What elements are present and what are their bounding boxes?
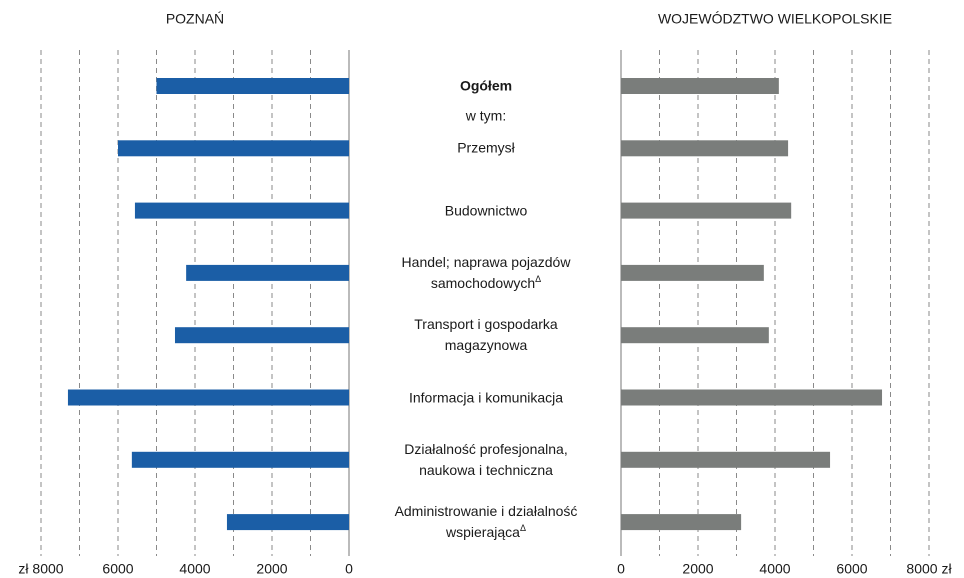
category-label: Działalność profesjonalna, naukowa i tec… [404, 440, 568, 478]
category-mark: Δ [519, 523, 526, 534]
bar [621, 451, 831, 468]
panel-title: POZNAŃ [166, 11, 224, 27]
category-label: Administrowanie i działalność wspierając… [394, 503, 578, 541]
bar [156, 78, 349, 94]
x-tick-label: 0 [617, 561, 625, 577]
x-tick-label: 0 [345, 561, 353, 577]
x-tick-label: 2000 [682, 561, 713, 577]
bar [131, 451, 349, 468]
bar [118, 140, 349, 157]
x-tick-label: 8000 zł [906, 561, 952, 577]
bar [621, 140, 789, 157]
category-label: Transport i gospodarka magazynowa [414, 316, 558, 354]
bar [621, 264, 764, 281]
bar [621, 389, 883, 406]
category-label: Przemysł [457, 139, 515, 156]
category-mark: Δ [535, 273, 542, 284]
category-note: w tym: [465, 107, 507, 124]
bar [226, 514, 349, 531]
x-tick-label: 4000 [179, 561, 210, 577]
bar [67, 389, 349, 406]
category-label: Informacja i komunikacja [408, 389, 564, 405]
bar [621, 202, 792, 219]
category-label: Ogółem [459, 77, 513, 94]
bar [621, 327, 769, 344]
x-tick-label: 6000 [836, 561, 867, 577]
x-tick-label: 2000 [256, 561, 287, 577]
category-label: Handel; naprawa pojazdów samochodowychΔ [401, 253, 571, 291]
panel-title: WOJEWÓDZTWO WIELKOPOLSKIE [658, 11, 892, 27]
bar [621, 514, 742, 531]
category-label: Budownictwo [444, 202, 528, 219]
x-tick-label: 4000 [759, 561, 790, 577]
bar [174, 327, 349, 344]
bar [134, 202, 349, 219]
x-tick-label: zł 8000 [18, 561, 63, 577]
bar [186, 264, 349, 281]
x-tick-label: 6000 [102, 561, 133, 577]
bar [621, 78, 779, 94]
